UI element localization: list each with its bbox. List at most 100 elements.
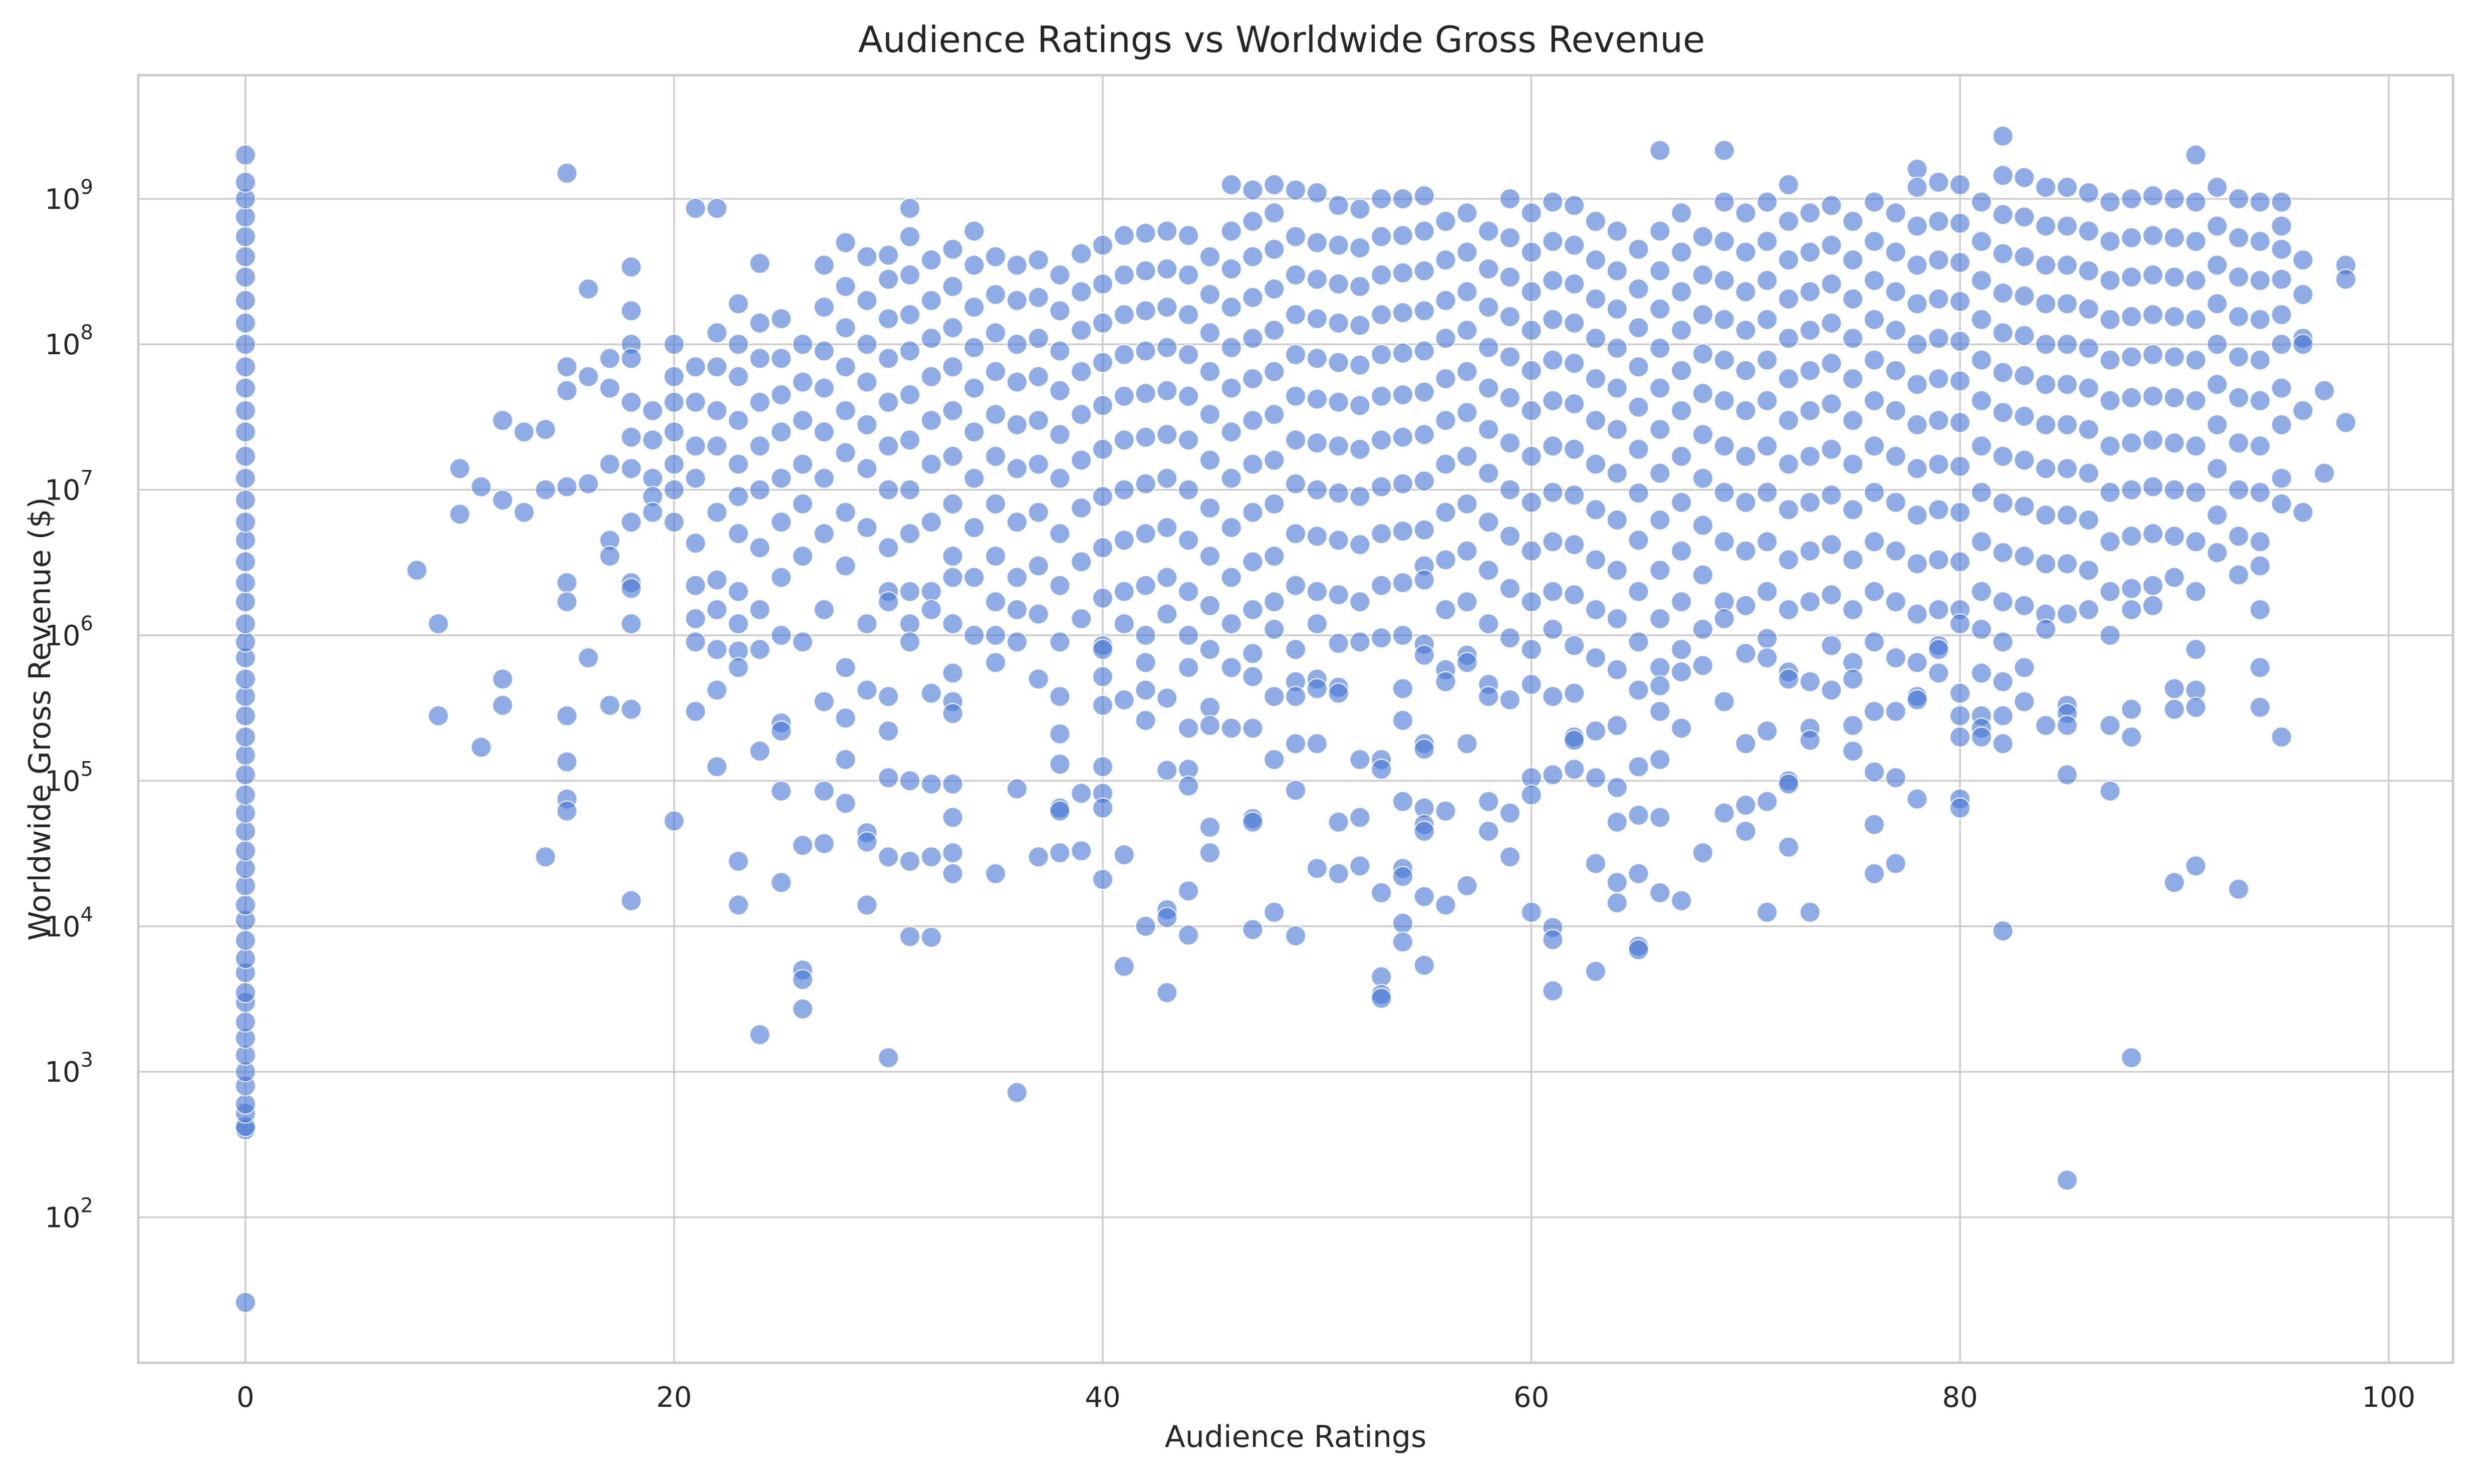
data-point <box>1799 202 1821 224</box>
data-point <box>1264 493 1285 515</box>
data-point <box>1328 352 1349 373</box>
data-point <box>984 246 1007 268</box>
data-point <box>2185 639 2206 660</box>
data-point <box>1413 300 1435 322</box>
data-point <box>599 348 621 369</box>
data-point <box>899 770 921 792</box>
data-point <box>1735 595 1757 616</box>
data-point <box>1435 599 1456 621</box>
data-point <box>1220 657 1242 678</box>
data-point <box>1477 791 1500 812</box>
data-point <box>234 613 256 635</box>
data-point <box>1413 738 1435 760</box>
data-point <box>1799 281 1821 303</box>
data-point <box>1113 844 1135 866</box>
data-point <box>1199 696 1220 718</box>
data-point <box>2228 387 2250 408</box>
data-point <box>1264 319 1285 341</box>
data-point <box>2078 377 2099 399</box>
data-point <box>1071 551 1092 573</box>
data-point <box>1306 348 1328 369</box>
data-point <box>1413 954 1435 976</box>
data-point <box>1477 220 1500 242</box>
data-point <box>663 391 685 413</box>
data-point <box>749 639 771 660</box>
data-point <box>2249 599 2271 621</box>
data-point <box>1992 445 2014 467</box>
data-point <box>1328 195 1349 216</box>
data-point <box>1092 395 1114 416</box>
data-point <box>2228 432 2250 454</box>
data-point <box>942 445 963 467</box>
data-point <box>2163 432 2185 454</box>
data-point <box>2056 458 2078 479</box>
data-point <box>1135 624 1156 646</box>
data-point <box>2099 780 2121 802</box>
data-point <box>963 517 985 539</box>
data-point <box>234 705 256 726</box>
data-point <box>1842 210 1864 232</box>
data-point <box>1757 901 1778 923</box>
data-point <box>1071 319 1092 341</box>
data-point <box>1670 360 1692 381</box>
data-point <box>1863 435 1885 457</box>
data-point <box>1371 429 1392 451</box>
data-point <box>2163 678 2185 699</box>
data-point <box>1821 484 1842 506</box>
data-point <box>1799 319 1821 341</box>
data-point <box>1435 368 1456 390</box>
data-point <box>2163 306 2185 328</box>
data-point <box>1499 479 1521 501</box>
data-point <box>663 366 685 387</box>
data-point <box>1649 260 1671 282</box>
data-point <box>2292 502 2314 523</box>
data-point <box>1071 361 1092 382</box>
data-point <box>1885 202 1906 224</box>
data-point <box>1521 784 1542 806</box>
data-point <box>1992 542 2014 564</box>
data-point <box>1242 409 1264 431</box>
data-point <box>1970 662 1992 684</box>
data-point <box>1757 720 1778 742</box>
data-point <box>2035 334 2057 355</box>
data-point <box>2292 284 2314 305</box>
data-point <box>1178 775 1199 797</box>
data-point <box>813 340 835 362</box>
data-point <box>1135 709 1156 731</box>
data-point <box>942 400 963 421</box>
data-point <box>620 348 642 369</box>
data-point <box>1178 304 1199 326</box>
data-point <box>1649 509 1671 531</box>
data-point <box>920 926 942 948</box>
data-point <box>749 312 771 334</box>
data-point <box>1413 569 1435 591</box>
y-tick-exponent: 6 <box>81 612 93 635</box>
data-point <box>2078 220 2099 242</box>
data-point <box>984 591 1007 613</box>
data-point <box>1649 560 1671 581</box>
data-point <box>1778 836 1799 858</box>
data-point <box>1949 455 1971 477</box>
data-point <box>234 171 256 193</box>
data-point <box>234 400 256 421</box>
data-point <box>1328 530 1349 551</box>
data-point <box>1135 222 1156 244</box>
data-point <box>2185 581 2206 602</box>
data-point <box>920 249 942 271</box>
data-point <box>2314 380 2335 401</box>
data-point <box>535 418 556 440</box>
data-point <box>1928 171 1949 193</box>
data-point <box>1928 662 1949 684</box>
data-point <box>878 244 899 266</box>
data-point <box>727 366 749 387</box>
data-point <box>578 647 599 669</box>
data-point <box>1006 599 1028 621</box>
data-point <box>234 840 256 862</box>
data-point <box>1328 632 1349 654</box>
data-point <box>1757 435 1778 457</box>
data-point <box>963 220 985 242</box>
data-point <box>1028 328 1049 349</box>
data-point <box>1413 260 1435 282</box>
data-point <box>1306 432 1328 454</box>
data-point <box>1456 591 1478 613</box>
